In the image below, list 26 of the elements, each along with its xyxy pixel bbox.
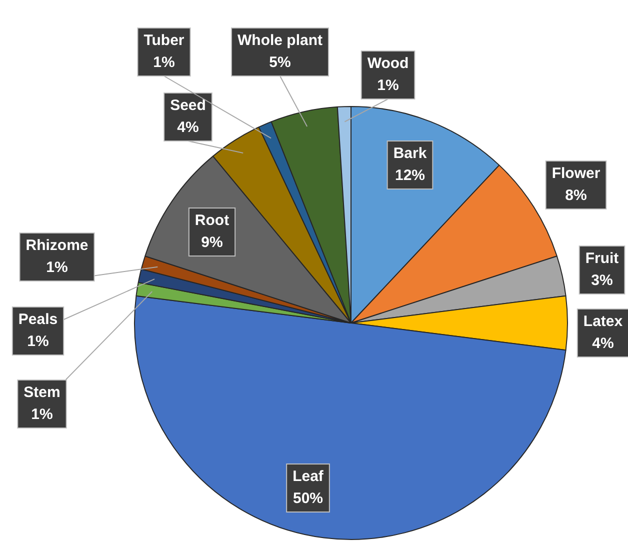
slice-label: Peals [18, 311, 58, 328]
slice-label: Leaf [292, 468, 324, 486]
data-label: 1% [46, 259, 68, 276]
slice-label: Fruit [585, 250, 619, 268]
data-label: 1% [31, 406, 53, 424]
data-label: 5% [269, 54, 291, 72]
data-label: 3% [591, 272, 613, 290]
slice-label: Bark [393, 145, 428, 162]
slice-label: Wood [367, 55, 409, 72]
data-label: 4% [177, 119, 199, 136]
data-label: 9% [201, 234, 223, 252]
slice-label: Whole plant [238, 32, 322, 50]
slice-label: Root [194, 212, 230, 230]
data-label: 1% [153, 54, 175, 72]
slice-label: Rhizome [26, 237, 88, 254]
data-label: 12% [394, 167, 426, 184]
slice-label: Tuber [144, 32, 184, 50]
data-label: 1% [377, 77, 399, 94]
data-label: 1% [27, 333, 49, 350]
slice-label: Latex [583, 313, 624, 330]
slice-label: Stem [24, 384, 60, 402]
slice-label: Seed [170, 97, 206, 114]
data-label: 8% [565, 187, 587, 204]
slice-label: Flower [552, 165, 600, 182]
data-label: 4% [592, 335, 614, 352]
data-label: 50% [292, 490, 324, 508]
